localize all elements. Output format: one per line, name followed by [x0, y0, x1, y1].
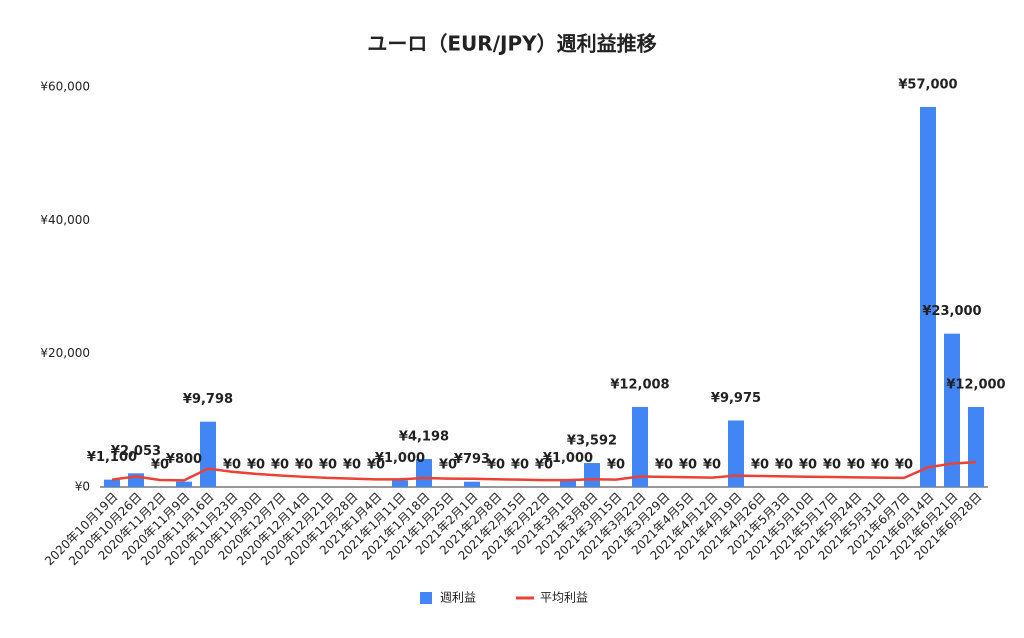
- data-label: ¥0: [703, 458, 721, 473]
- data-label: ¥9,975: [711, 391, 761, 406]
- y-tick-label: ¥40,000: [40, 213, 90, 227]
- bar: [944, 333, 960, 487]
- legend-label: 週利益: [440, 591, 476, 605]
- bar: [584, 463, 600, 487]
- bar: [464, 481, 480, 487]
- data-label: ¥0: [535, 458, 553, 473]
- data-label: ¥0: [511, 458, 529, 473]
- data-label: ¥0: [895, 458, 913, 473]
- legend-label: 平均利益: [540, 591, 588, 605]
- data-label: ¥9,798: [183, 392, 233, 407]
- data-label: ¥0: [367, 458, 385, 473]
- average-line: [111, 460, 977, 482]
- data-label: ¥4,198: [399, 430, 449, 445]
- bar: [968, 407, 984, 487]
- data-label: ¥0: [247, 458, 265, 473]
- data-label: ¥0: [151, 458, 169, 473]
- bar: [920, 107, 936, 487]
- data-label: ¥3,592: [567, 434, 617, 449]
- data-label: ¥0: [847, 458, 865, 473]
- data-label: ¥1,000: [375, 451, 425, 466]
- y-tick-label: ¥60,000: [40, 80, 90, 94]
- data-label: ¥57,000: [898, 78, 957, 93]
- data-label: ¥800: [166, 452, 202, 467]
- data-label: ¥0: [751, 458, 769, 473]
- bar: [200, 421, 216, 487]
- data-label: ¥0: [655, 458, 673, 473]
- data-label: ¥793: [454, 452, 490, 467]
- data-label: ¥0: [223, 458, 241, 473]
- y-tick-label: ¥0: [75, 480, 90, 494]
- data-label: ¥0: [295, 458, 313, 473]
- data-label: ¥12,000: [946, 378, 1005, 393]
- data-label: ¥0: [871, 458, 889, 473]
- data-label: ¥12,008: [610, 377, 669, 392]
- data-label: ¥0: [799, 458, 817, 473]
- data-label: ¥1,000: [543, 451, 593, 466]
- data-label: ¥2,053: [111, 444, 161, 459]
- data-label: ¥0: [607, 458, 625, 473]
- data-label: ¥0: [343, 458, 361, 473]
- data-label: ¥0: [775, 458, 793, 473]
- data-label: ¥0: [319, 458, 337, 473]
- bar: [392, 480, 408, 487]
- bar: [416, 459, 432, 487]
- legend-swatch: [420, 592, 432, 604]
- y-tick-label: ¥20,000: [40, 346, 90, 360]
- bar: [560, 480, 576, 487]
- data-label: ¥0: [823, 458, 841, 473]
- bar: [176, 481, 192, 487]
- data-label: ¥0: [487, 458, 505, 473]
- data-label: ¥0: [439, 458, 457, 473]
- data-label: ¥0: [679, 458, 697, 473]
- data-label: ¥23,000: [922, 304, 981, 319]
- data-label: ¥0: [271, 458, 289, 473]
- bar: [632, 406, 648, 487]
- chart-title: ユーロ（EUR/JPY）週利益推移: [367, 32, 656, 56]
- bar: [104, 479, 120, 487]
- bar: [728, 420, 744, 487]
- data-label: ¥1,100: [87, 450, 137, 465]
